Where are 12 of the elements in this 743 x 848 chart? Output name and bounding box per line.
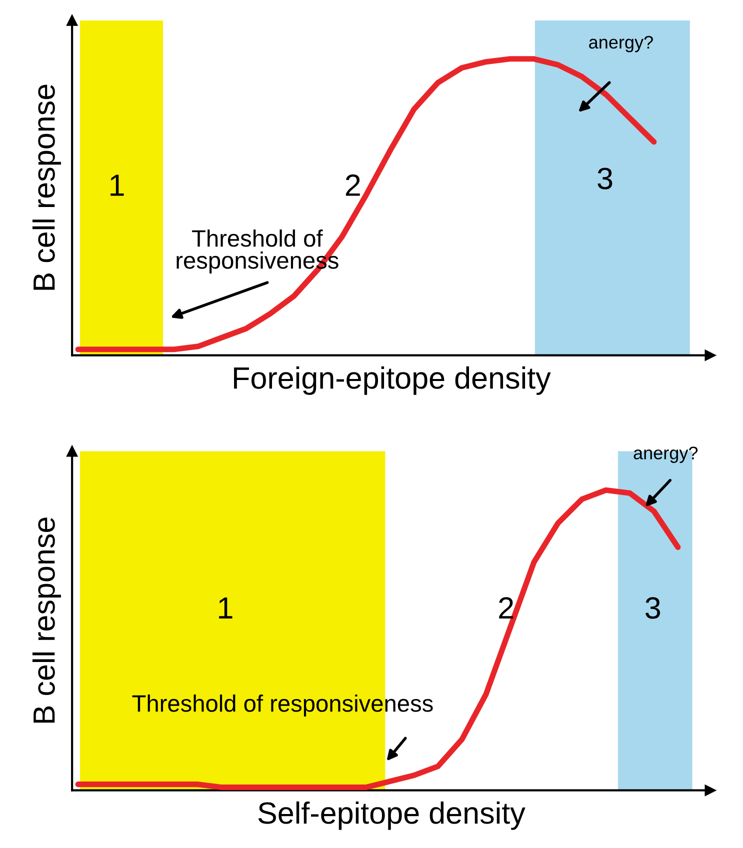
y-axis-title: B cell response <box>32 518 61 723</box>
annotation: 1 <box>219 597 232 618</box>
text: anergy? <box>589 36 653 52</box>
annotation: 3 <box>598 168 612 190</box>
annotation: 2 <box>499 597 514 618</box>
annotation: 1 <box>110 174 124 196</box>
x-axis-title: Foreign-epitope density <box>234 366 551 395</box>
annotation: 2 <box>346 174 360 196</box>
y-axis-title: B cell response <box>32 84 61 290</box>
annotation: 3 <box>646 597 660 619</box>
text: anergy? <box>634 446 698 463</box>
x-axis-title: Self-epitope density <box>258 801 526 830</box>
